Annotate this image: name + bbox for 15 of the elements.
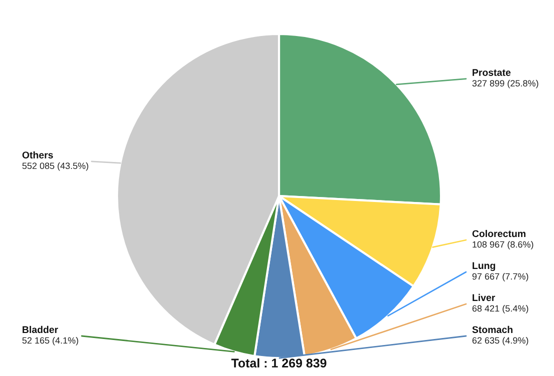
slice-label: Bladder — [22, 326, 58, 334]
data-label: 52 165 (4.1%) — [22, 337, 78, 346]
data-label: 552 085 (43.5%) — [22, 162, 88, 171]
data-label: 108 967 (8.6%) — [472, 241, 534, 250]
slice-label: Others — [22, 151, 53, 158]
data-label: 97 667 (7.7%) — [472, 273, 528, 282]
data-label: 62 635 (4.9%) — [472, 337, 528, 346]
text: Total : 1 269 839 — [231, 358, 326, 368]
data-label: 327 899 (25.8%) — [472, 80, 538, 88]
slice-label: Prostate — [472, 69, 511, 76]
slice-label: Lung — [472, 262, 496, 271]
slice-label: Colorectum — [472, 230, 526, 238]
slice-label: Liver — [472, 294, 496, 302]
slice-label: Stomach — [472, 326, 512, 334]
data-label: 68 421 (5.4%) — [472, 305, 528, 314]
